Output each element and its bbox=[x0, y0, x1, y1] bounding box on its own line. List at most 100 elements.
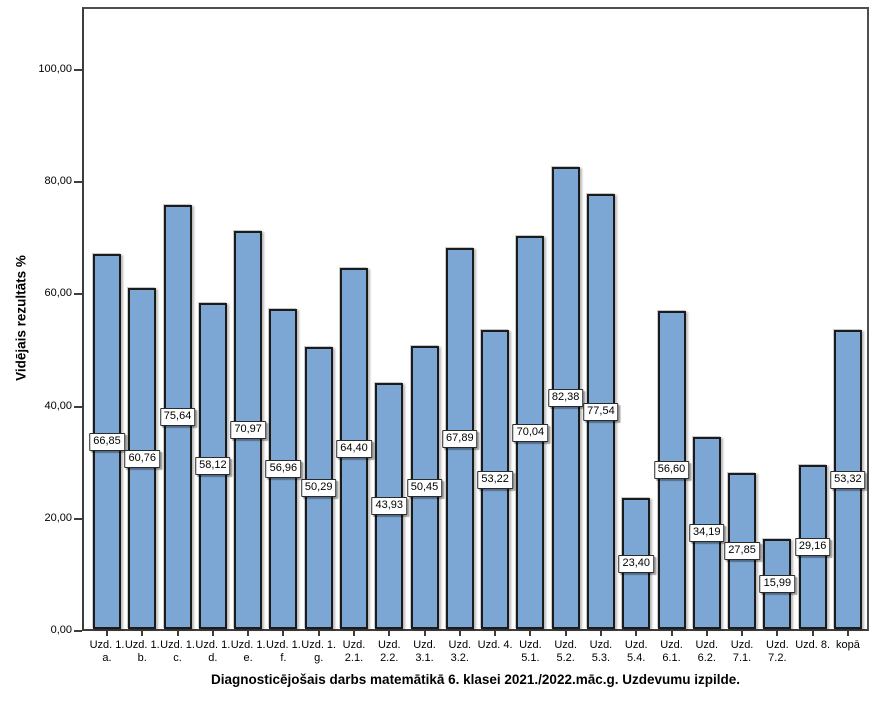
bar: 43,93 bbox=[371, 383, 408, 629]
x-tick-label-line: Uzd. bbox=[660, 639, 683, 651]
bar: 53,22 bbox=[477, 330, 513, 629]
y-axis-title: Vidējais rezultāts % bbox=[13, 255, 29, 381]
x-tick-label-line: Uzd. bbox=[448, 639, 472, 651]
bar-value-label: 60,76 bbox=[124, 449, 161, 468]
x-axis-category: Uzd. 1. f. bbox=[266, 631, 301, 676]
x-tick-label-line: Uzd. 1. bbox=[195, 639, 231, 651]
y-tick-mark bbox=[74, 181, 82, 184]
x-tick-label: Uzd. 1. e. bbox=[231, 639, 266, 665]
bar: 34,19 bbox=[689, 437, 725, 629]
bar-value-label: 23,40 bbox=[618, 554, 654, 573]
x-tick-mark bbox=[494, 631, 497, 636]
x-tick-label-line: 6.1. bbox=[662, 652, 681, 664]
x-tick-label-line: Uzd. 1. bbox=[265, 639, 301, 651]
x-tick-mark bbox=[282, 631, 285, 636]
bar: 77,54 bbox=[583, 194, 619, 629]
bar: 56,60 bbox=[653, 311, 690, 629]
x-tick-label-line: 7.2. bbox=[768, 652, 787, 664]
x-tick-label: Uzd. 5.2. bbox=[554, 639, 577, 665]
x-tick-mark bbox=[811, 631, 814, 636]
bar: 67,89 bbox=[442, 248, 478, 629]
bar-value-label: 67,89 bbox=[442, 429, 478, 448]
x-axis-category: Uzd. 5.4. bbox=[622, 631, 650, 676]
x-axis-category: Uzd. 5.3. bbox=[587, 631, 615, 676]
bar-value-label: 50,45 bbox=[406, 478, 443, 497]
x-axis-category: Uzd. 2.2. bbox=[375, 631, 403, 676]
x-tick-mark bbox=[599, 631, 602, 636]
x-tick-mark bbox=[211, 631, 214, 636]
bar-value-label: 53,22 bbox=[477, 470, 513, 489]
y-tick-mark bbox=[74, 69, 82, 71]
x-tick-label-line: Uzd. bbox=[519, 639, 542, 651]
bar-value-label: 53,32 bbox=[830, 470, 866, 489]
x-tick-label: Uzd. 1. a. bbox=[90, 639, 125, 665]
x-axis-category: Uzd. 5.2. bbox=[552, 631, 580, 676]
chart-title: Diagnosticējošais darbs matemātikā 6. kl… bbox=[211, 672, 740, 687]
x-tick-label: Uzd. 3.1. bbox=[413, 639, 436, 665]
x-axis-category: Uzd. 3.2. bbox=[446, 631, 474, 676]
x-tick-label-line: 2.2. bbox=[380, 652, 399, 664]
x-tick-label: Uzd. 1. b. bbox=[125, 639, 160, 665]
x-tick-label-line: a. bbox=[102, 652, 112, 664]
x-tick-mark bbox=[141, 631, 144, 636]
bar: 66,85 bbox=[89, 254, 125, 629]
x-tick-label: Uzd. 2.2. bbox=[378, 639, 401, 665]
x-tick-label: Uzd. 6.2. bbox=[695, 639, 718, 665]
y-tick-mark bbox=[74, 405, 82, 408]
x-tick-label-line: Uzd. bbox=[589, 639, 613, 651]
bar: 64,40 bbox=[336, 268, 372, 629]
x-axis-category: Uzd. 6.2. bbox=[693, 631, 721, 676]
x-tick-mark bbox=[705, 631, 708, 636]
x-tick-mark bbox=[176, 631, 179, 636]
bar: 82,38 bbox=[547, 167, 584, 629]
x-tick-label: Uzd. 3.2. bbox=[449, 639, 472, 665]
bar: 60,76 bbox=[124, 288, 161, 629]
bar-value-label: 29,16 bbox=[794, 538, 831, 556]
x-tick-label-line: 3.1. bbox=[415, 652, 434, 664]
x-axis-category: Uzd. 3.1. bbox=[411, 631, 439, 676]
x-tick-label: Uzd. 5.1. bbox=[519, 639, 542, 665]
x-tick-label-line: Uzd. bbox=[624, 639, 648, 651]
x-tick-label-line: 3.2. bbox=[450, 652, 469, 664]
bar-value-label: 50,29 bbox=[300, 479, 337, 497]
bar-value-label: 43,93 bbox=[371, 497, 408, 515]
x-tick-mark bbox=[388, 631, 391, 636]
x-axis-category: Uzd. 5.1. bbox=[516, 631, 544, 676]
x-tick-label-line: Uzd. bbox=[413, 639, 436, 651]
x-tick-label: Uzd. 7.2. bbox=[766, 639, 789, 665]
bar: 50,45 bbox=[406, 346, 443, 629]
x-tick-label: Uzd. 4. bbox=[478, 639, 513, 652]
x-tick-mark bbox=[670, 631, 673, 636]
x-tick-label-line: Uzd. 1. bbox=[301, 639, 337, 651]
x-tick-label-line: 5.2. bbox=[556, 652, 575, 664]
x-axis-category: Uzd. 6.1. bbox=[658, 631, 686, 676]
x-tick-label-line: Uzd. 1. bbox=[160, 639, 195, 651]
x-tick-label-line: b. bbox=[137, 652, 147, 664]
x-tick-mark bbox=[106, 631, 108, 636]
x-tick-label-line: 5.3. bbox=[591, 652, 611, 664]
x-tick-label-line: Uzd. bbox=[377, 639, 401, 651]
x-tick-label: Uzd. 8. bbox=[795, 639, 830, 652]
x-tick-mark bbox=[352, 631, 355, 636]
x-tick-label-line: 7.1. bbox=[732, 652, 752, 664]
bar: 50,29 bbox=[300, 347, 337, 629]
x-tick-mark bbox=[846, 631, 849, 636]
x-axis-category: Uzd. 1. g. bbox=[301, 631, 336, 676]
bar-value-label: 56,60 bbox=[653, 461, 690, 479]
bar: 53,32 bbox=[830, 330, 866, 629]
x-tick-label-line: Uzd. 1. bbox=[89, 639, 125, 651]
x-axis: Uzd. 1. a. Uzd. 1. b. Uzd. 1. c. Uzd. 1. d. Uzd.… bbox=[90, 631, 862, 676]
x-tick-label: Uzd. 5.4. bbox=[625, 639, 648, 665]
x-tick-mark bbox=[423, 631, 426, 636]
y-tick-label: 0,00 bbox=[50, 624, 72, 636]
bar: 70,97 bbox=[230, 231, 266, 629]
x-axis-category: Uzd. 8. bbox=[795, 631, 830, 676]
x-axis-category: Uzd. 1. c. bbox=[160, 631, 195, 676]
y-tick-label: 80,00 bbox=[44, 175, 72, 188]
x-tick-mark bbox=[247, 631, 250, 636]
bar-value-label: 82,38 bbox=[547, 389, 584, 407]
x-tick-label: Uzd. 1. c. bbox=[160, 639, 195, 665]
x-axis-category: kopā bbox=[834, 631, 862, 676]
x-tick-mark bbox=[635, 631, 638, 636]
